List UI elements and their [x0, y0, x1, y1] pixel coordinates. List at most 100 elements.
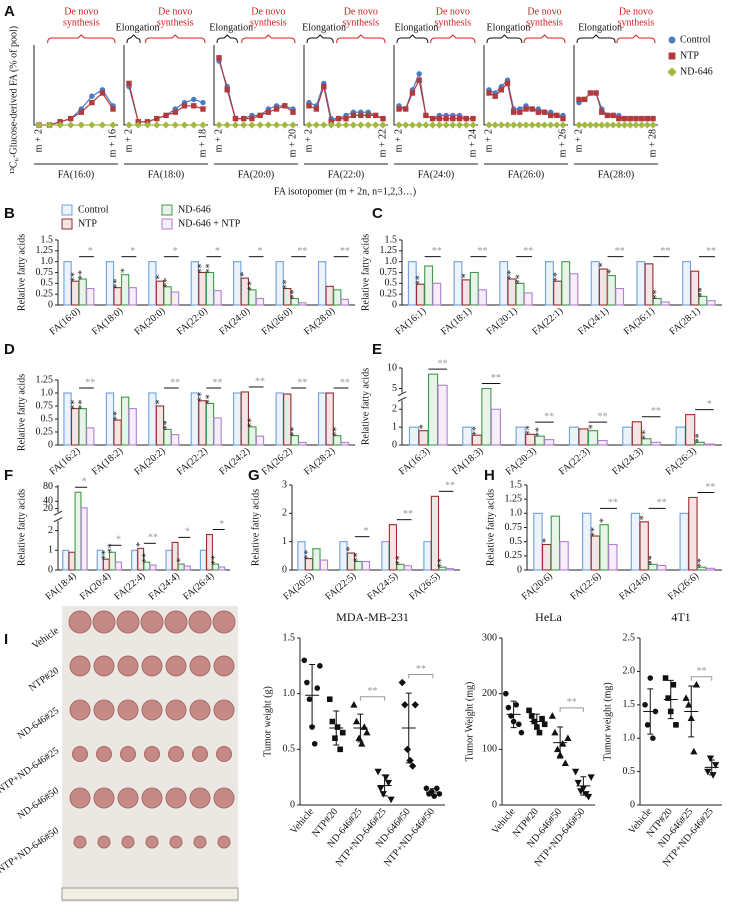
- bar: [469, 271, 479, 306]
- tumor: [96, 746, 112, 762]
- bar: [578, 428, 589, 446]
- sig-label: **: [289, 427, 300, 437]
- bar: [424, 265, 434, 306]
- x-tick-label: FA(20:4): [78, 571, 113, 603]
- data-point: [320, 121, 328, 129]
- data-point: [249, 115, 255, 122]
- y-tick-label: 0: [392, 439, 397, 450]
- y-tick-label: 2: [48, 525, 53, 536]
- bar: [233, 392, 242, 446]
- mean-sd: [377, 774, 392, 797]
- sig-label: **: [247, 418, 258, 428]
- bracket: [486, 34, 523, 44]
- data-point: [620, 121, 629, 129]
- sig-label: **: [112, 411, 123, 421]
- data-point: [382, 774, 390, 781]
- sig-label: **: [697, 287, 708, 297]
- data-point: [604, 112, 611, 119]
- data-point: [56, 121, 64, 129]
- data-point: [586, 121, 594, 129]
- sig-label: **: [477, 246, 487, 257]
- bar: [636, 261, 646, 306]
- sig-label: *: [88, 246, 93, 257]
- bar: [490, 408, 501, 446]
- mean-sd: [553, 726, 568, 759]
- sig-label: **: [445, 481, 455, 492]
- sig-label: **: [647, 555, 658, 565]
- bar: [660, 301, 670, 306]
- bar: [290, 435, 299, 446]
- bar: [115, 561, 123, 571]
- data-point: [305, 121, 313, 129]
- y-tick-label: 1.0: [510, 508, 523, 519]
- data-point: [416, 71, 422, 77]
- tumor: [116, 610, 140, 634]
- series-line: [218, 60, 294, 120]
- panel-letter: D: [4, 341, 15, 358]
- data-point: [350, 700, 358, 708]
- sig-label: **: [162, 420, 173, 430]
- bracket-label: De novo: [344, 6, 378, 17]
- bar: [70, 408, 80, 446]
- sig-label: **: [523, 246, 533, 257]
- x-tick-label: FA(26:6): [666, 571, 701, 603]
- data-point: [301, 657, 308, 664]
- bracket-label: De novo: [251, 6, 285, 17]
- bracket-label: synthesis: [526, 17, 563, 28]
- data-point: [584, 793, 593, 801]
- bar: [205, 271, 215, 306]
- data-point: [306, 696, 313, 703]
- subplot-label: FA(22:0): [328, 169, 364, 180]
- data-point: [547, 112, 554, 119]
- data-point: [403, 106, 409, 112]
- data-point: [416, 77, 422, 83]
- data-point: [172, 109, 178, 115]
- bar: [587, 430, 599, 446]
- data-point: [422, 121, 430, 129]
- sig-label: **: [340, 246, 350, 257]
- data-point: [574, 779, 582, 787]
- y-tick-label: 0: [48, 439, 53, 450]
- tumor: [140, 610, 164, 634]
- bar: [248, 289, 257, 306]
- tumor: [217, 835, 231, 849]
- data-point: [125, 121, 133, 129]
- bar: [80, 507, 88, 571]
- data-point: [423, 785, 430, 792]
- data-point: [396, 106, 402, 112]
- data-point: [503, 121, 512, 129]
- x-tick-label: FA(16:0): [48, 306, 83, 338]
- sig-label: **: [660, 246, 670, 257]
- y-tick-label: 10: [387, 362, 397, 373]
- tumor: [193, 835, 207, 849]
- bar: [105, 261, 115, 306]
- data-point: [411, 701, 419, 709]
- x-tick-label: FA(28:1): [668, 306, 703, 338]
- sig-label: **: [651, 406, 661, 417]
- y-tick-label: 0.5: [41, 278, 54, 289]
- bar: [113, 287, 122, 306]
- x-tick-label: FA(22:4): [112, 571, 147, 603]
- tumor: [72, 746, 88, 762]
- sig-label: **: [651, 290, 662, 300]
- y-tick-label: 0: [630, 799, 635, 810]
- y-tick-label: 20: [43, 503, 53, 514]
- bar: [608, 543, 618, 571]
- sig-label: **: [148, 533, 158, 544]
- data-point: [541, 721, 548, 728]
- data-point: [592, 121, 600, 129]
- y-tick-label: 0: [48, 299, 53, 310]
- data-point: [518, 729, 525, 736]
- sig-label: *: [185, 527, 190, 538]
- y-tick-label: 1.25: [36, 245, 54, 256]
- data-point: [191, 96, 197, 103]
- bar: [74, 491, 82, 571]
- data-point: [339, 729, 346, 736]
- data-point: [78, 109, 84, 115]
- sig-label: **: [615, 246, 625, 257]
- data-point: [553, 121, 561, 129]
- bar: [656, 564, 667, 571]
- data-point: [615, 121, 623, 129]
- data-point: [171, 121, 179, 129]
- legend-label: NTP: [680, 50, 699, 61]
